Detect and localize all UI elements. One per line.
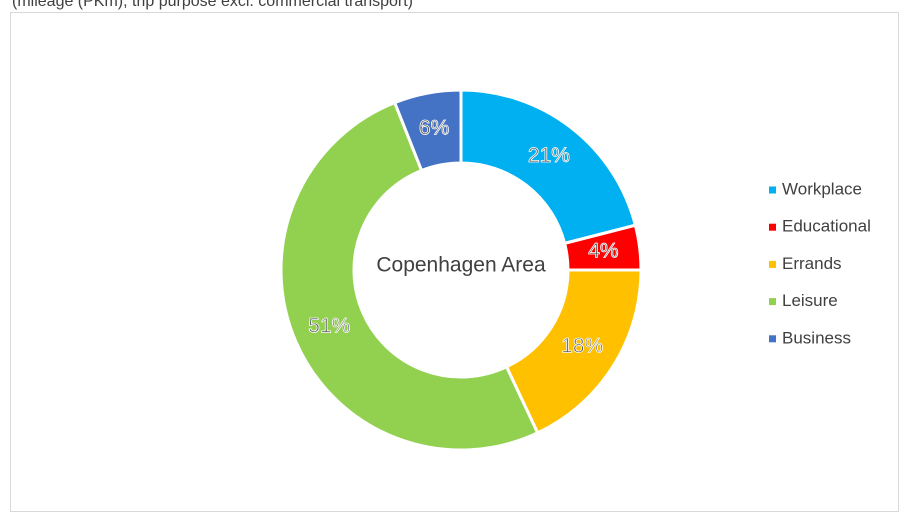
- data-label: 6%: [419, 117, 449, 140]
- legend-label: Educational: [782, 217, 871, 236]
- legend-marker: [769, 186, 776, 194]
- legend-marker: [769, 223, 776, 231]
- donut-slice: [279, 100, 540, 452]
- data-label: 21%: [528, 144, 570, 167]
- center-label: Copenhagen Area: [376, 254, 546, 277]
- data-label: 4%: [588, 240, 618, 263]
- legend-label: Leisure: [782, 291, 838, 310]
- chart-title: (mileage (PKm), trip purpose excl. comme…: [12, 0, 413, 10]
- donut-slice: [459, 88, 638, 246]
- data-label: 51%: [308, 315, 350, 338]
- legend-label: Workplace: [782, 179, 862, 198]
- legend-label: Errands: [782, 254, 842, 273]
- legend-marker: [769, 298, 776, 306]
- data-label: 18%: [561, 334, 603, 357]
- donut-slice: [392, 88, 463, 173]
- legend-label: Business: [782, 328, 851, 347]
- legend-marker: [769, 260, 776, 268]
- legend-marker: [769, 335, 776, 343]
